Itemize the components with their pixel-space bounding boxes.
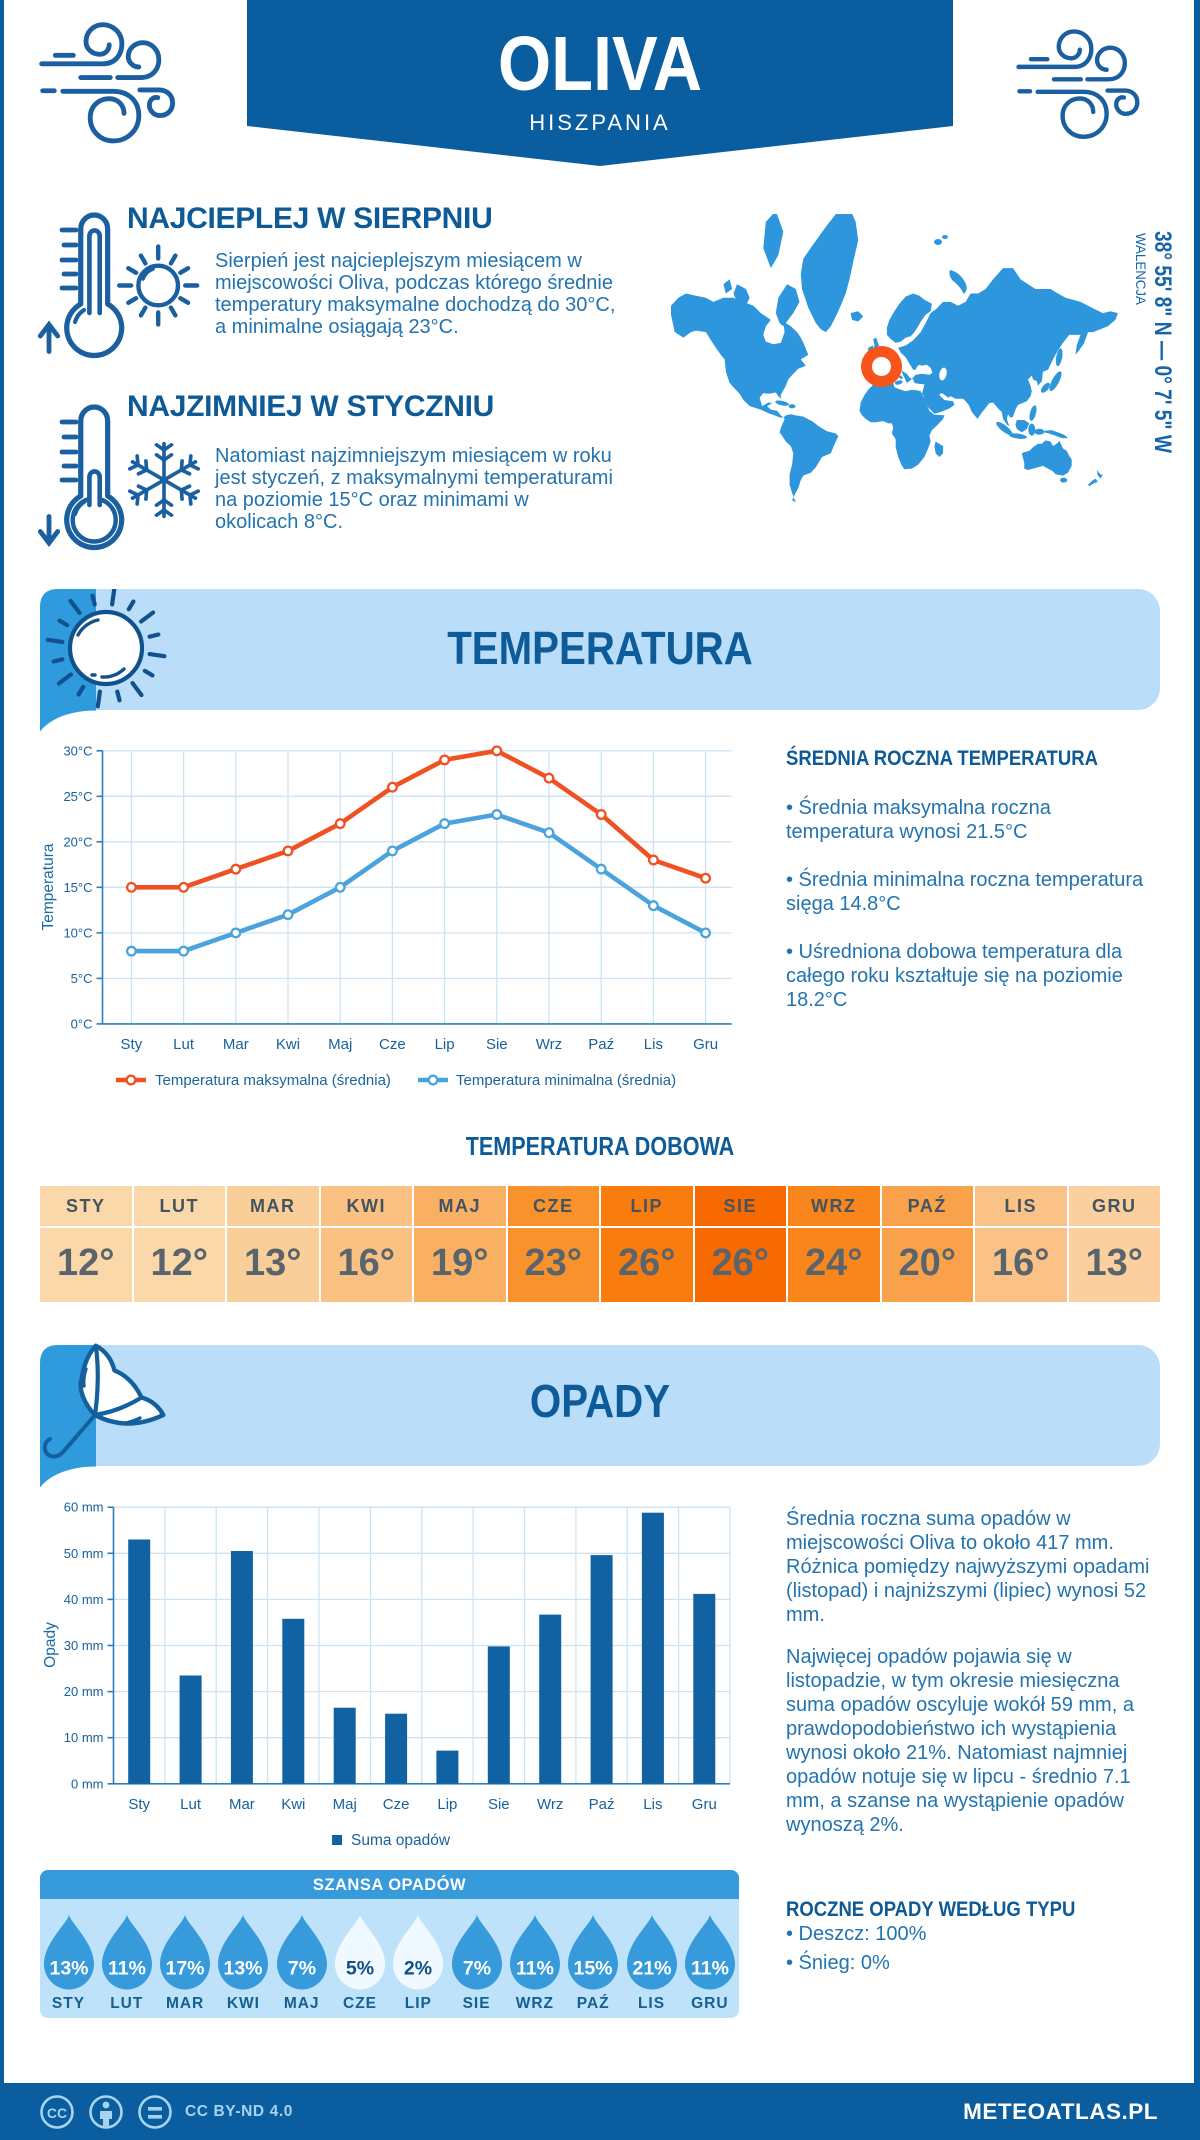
svg-text:11%: 11% (516, 1958, 554, 1980)
svg-text:Temperatura minimalna (średnia: Temperatura minimalna (średnia) (456, 1072, 676, 1089)
svg-text:Lip: Lip (435, 1036, 455, 1053)
svg-text:21%: 21% (632, 1958, 671, 1980)
svg-text:11%: 11% (691, 1958, 729, 1980)
svg-text:13%: 13% (49, 1958, 88, 1980)
svg-text:Temperatura maksymalna (średni: Temperatura maksymalna (średnia) (155, 1072, 391, 1089)
svg-text:7%: 7% (288, 1958, 316, 1980)
svg-text:Sty: Sty (121, 1036, 143, 1053)
svg-text:Wrz: Wrz (537, 1796, 563, 1813)
svg-text:Gru: Gru (692, 1796, 717, 1813)
svg-text:Maj: Maj (333, 1796, 357, 1813)
svg-text:20 mm: 20 mm (64, 1684, 104, 1699)
svg-text:Paź: Paź (588, 1036, 614, 1053)
svg-text:5°C: 5°C (71, 971, 93, 986)
svg-text:11%: 11% (108, 1958, 146, 1980)
svg-text:Kwi: Kwi (281, 1796, 305, 1813)
svg-text:0 mm: 0 mm (71, 1776, 104, 1791)
svg-text:Cze: Cze (379, 1036, 406, 1053)
svg-text:30°C: 30°C (63, 743, 92, 758)
svg-text:15°C: 15°C (63, 880, 92, 895)
svg-text:0°C: 0°C (71, 1016, 93, 1031)
svg-text:Lis: Lis (643, 1796, 662, 1813)
svg-text:Sie: Sie (488, 1796, 510, 1813)
svg-text:20°C: 20°C (63, 834, 92, 849)
svg-text:17%: 17% (166, 1958, 205, 1980)
svg-text:Lut: Lut (173, 1036, 195, 1053)
svg-text:Sie: Sie (486, 1036, 508, 1053)
svg-text:CC: CC (47, 2105, 67, 2121)
svg-text:Opady: Opady (42, 1622, 59, 1668)
svg-text:Sty: Sty (128, 1796, 150, 1813)
svg-text:5%: 5% (346, 1958, 374, 1980)
svg-text:Cze: Cze (383, 1796, 410, 1813)
svg-text:Suma opadów: Suma opadów (351, 1832, 451, 1849)
svg-text:Kwi: Kwi (276, 1036, 300, 1053)
svg-text:Lut: Lut (180, 1796, 202, 1813)
svg-text:Lis: Lis (644, 1036, 663, 1053)
svg-text:30 mm: 30 mm (64, 1638, 104, 1653)
svg-text:Mar: Mar (223, 1036, 249, 1053)
svg-text:7%: 7% (463, 1958, 491, 1980)
svg-text:10°C: 10°C (63, 925, 92, 940)
svg-text:Maj: Maj (328, 1036, 352, 1053)
svg-text:Wrz: Wrz (536, 1036, 562, 1053)
svg-text:25°C: 25°C (63, 789, 92, 804)
svg-text:15%: 15% (574, 1958, 613, 1980)
svg-text:Temperatura: Temperatura (40, 843, 57, 930)
svg-text:Lip: Lip (437, 1796, 457, 1813)
svg-text:13%: 13% (224, 1958, 263, 1980)
svg-text:Paź: Paź (589, 1796, 615, 1813)
svg-text:2%: 2% (404, 1958, 432, 1980)
svg-text:Gru: Gru (693, 1036, 718, 1053)
svg-text:40 mm: 40 mm (64, 1592, 104, 1607)
svg-text:Mar: Mar (229, 1796, 255, 1813)
svg-text:50 mm: 50 mm (64, 1546, 104, 1561)
svg-text:10 mm: 10 mm (64, 1730, 104, 1745)
svg-text:60 mm: 60 mm (64, 1500, 104, 1515)
